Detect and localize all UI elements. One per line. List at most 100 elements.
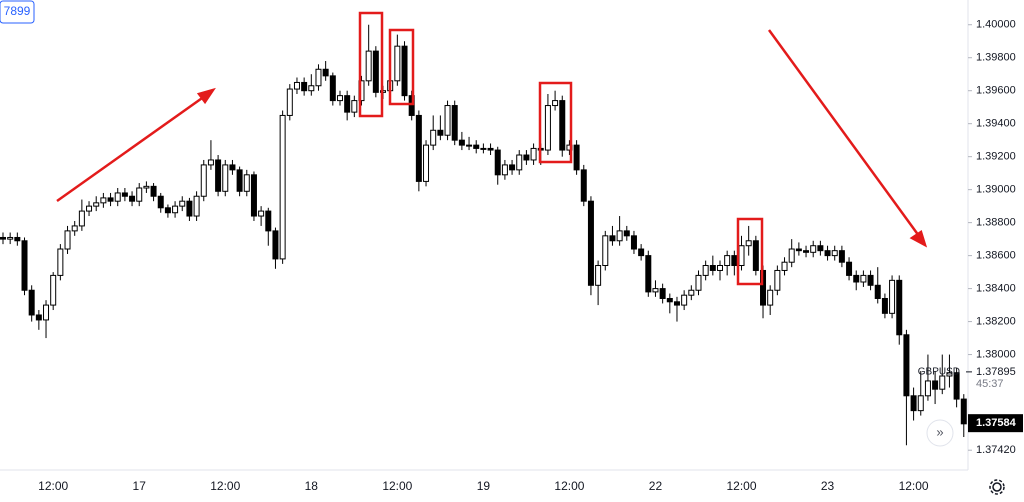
- candle-body: [250, 174, 257, 217]
- candle-body: [788, 248, 795, 263]
- candle-body: [114, 192, 121, 202]
- scroll-icon[interactable]: »: [936, 424, 943, 439]
- candle-body: [437, 129, 444, 136]
- candle-body: [487, 147, 494, 151]
- y-tick-label: 1.39200: [976, 151, 1016, 163]
- candle-body: [810, 245, 817, 253]
- candle-body: [121, 192, 128, 197]
- y-tick-label: 1.38800: [976, 217, 1016, 229]
- candle-body: [960, 398, 967, 425]
- candle-body: [258, 210, 265, 217]
- candles: [0, 24, 967, 446]
- candle-body: [824, 250, 831, 257]
- candle-body: [21, 240, 28, 291]
- candle-body: [681, 294, 688, 306]
- candle-body: [207, 159, 214, 166]
- candle-body: [164, 207, 171, 214]
- candle-body: [78, 210, 85, 227]
- candle-body: [903, 334, 910, 397]
- candle-body: [673, 301, 680, 306]
- candle-body: [609, 235, 616, 242]
- corner-label: 7899: [4, 4, 31, 18]
- scroll-button[interactable]: [926, 419, 954, 447]
- candle-body: [301, 81, 308, 92]
- candle-body: [451, 105, 458, 141]
- highlight-box: [388, 28, 415, 106]
- candle-body: [466, 144, 473, 147]
- candle-body: [28, 289, 35, 316]
- candle-body: [222, 164, 229, 192]
- candle-body: [738, 245, 745, 267]
- candle-body: [236, 169, 243, 192]
- x-tick-label: 12:00: [382, 479, 412, 493]
- settings-icon[interactable]: [989, 479, 1005, 495]
- x-tick-label: 18: [305, 479, 319, 493]
- candle-body: [43, 304, 50, 321]
- candle-body: [688, 289, 695, 296]
- candle-body: [7, 236, 14, 240]
- y-tick-label: 1.39400: [976, 118, 1016, 130]
- candle-body: [107, 197, 114, 202]
- candle-body: [717, 265, 723, 271]
- candle-body: [917, 395, 924, 412]
- candle-body: [279, 114, 286, 260]
- candle-body: [924, 380, 931, 397]
- candle-body: [286, 88, 293, 116]
- symbol-label: GBPUSD: [918, 367, 960, 378]
- candle-body: [867, 274, 874, 286]
- candle-body: [430, 129, 437, 146]
- candle-body: [186, 200, 193, 217]
- candle-body: [831, 250, 838, 257]
- candle-body: [724, 255, 731, 267]
- candle-body: [595, 265, 602, 286]
- symbol-price-label: 1.37895: [976, 366, 1016, 378]
- candle-body: [702, 265, 709, 276]
- candle-body: [394, 45, 401, 82]
- candle-body: [193, 195, 200, 217]
- x-tick-label: 17: [133, 479, 147, 493]
- y-tick-label: 1.39600: [976, 85, 1016, 97]
- arrow-head: [196, 87, 216, 105]
- y-tick-label: 1.38000: [976, 348, 1016, 360]
- candle-body: [709, 265, 716, 271]
- candle-body: [86, 205, 93, 212]
- candle-body: [645, 255, 652, 293]
- candle-body: [458, 139, 465, 146]
- candle-body: [752, 240, 759, 271]
- candle-body: [853, 274, 860, 283]
- candle-body: [315, 68, 322, 87]
- candle-body: [93, 202, 100, 207]
- x-tick-label: 22: [649, 479, 663, 493]
- candle-body: [143, 185, 150, 189]
- candle-body: [616, 230, 623, 242]
- candle-body: [329, 75, 336, 102]
- y-tick-label: 1.38600: [976, 250, 1016, 262]
- candle-body: [35, 314, 42, 321]
- candle-body: [0, 236, 6, 240]
- trend-arrow: [56, 94, 206, 203]
- candle-body: [71, 225, 78, 232]
- candle-body: [265, 210, 272, 232]
- candle-body: [652, 288, 659, 293]
- candle-body: [401, 45, 408, 97]
- candle-body: [157, 195, 164, 209]
- candle-body: [544, 105, 551, 151]
- candle-body: [838, 250, 845, 263]
- candle-body: [731, 255, 738, 267]
- candle-body: [150, 185, 157, 197]
- candle-body: [415, 114, 422, 182]
- candle-body: [494, 149, 501, 176]
- candle-body: [129, 195, 136, 202]
- candle-body: [846, 261, 853, 276]
- candle-body: [889, 279, 896, 314]
- candle-body: [473, 144, 480, 149]
- candle-body: [939, 375, 946, 390]
- x-tick-label: 12:00: [726, 479, 756, 493]
- candle-body: [308, 85, 315, 92]
- candle-body: [552, 100, 559, 107]
- candle-body: [602, 235, 609, 267]
- candle-body: [372, 50, 379, 93]
- candle-body: [57, 248, 64, 276]
